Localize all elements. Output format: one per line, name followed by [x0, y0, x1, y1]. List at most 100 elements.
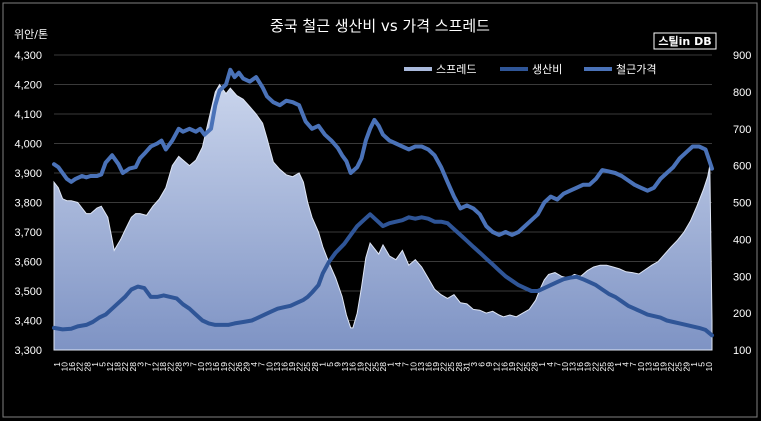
x-tick-label: 19	[431, 362, 441, 372]
right-axis-ticks: 100 200 300 400 500 600 700 800 900	[733, 50, 751, 357]
x-tick-label: 7	[257, 362, 267, 367]
x-tick-label: 29	[242, 362, 252, 372]
x-tick-label: 1	[386, 362, 396, 367]
x-tick-label: 1	[537, 362, 547, 367]
logo-text: 스틸in DB	[658, 35, 711, 48]
series-cost-line	[52, 212, 714, 338]
left-axis-ticks: 3,300 3,400 3,500 3,600 3,700 3,800 3,900 4,000…	[14, 50, 42, 357]
left-tick-label: 3,400	[14, 316, 42, 328]
right-tick-label: 500	[733, 198, 751, 210]
x-tick-label: 12	[105, 362, 115, 372]
logo-box	[653, 32, 717, 50]
x-tick-label: 25	[522, 362, 532, 372]
left-tick-label: 3,900	[14, 168, 42, 180]
x-tick-label: 1	[317, 362, 327, 367]
legend: 스프레드 생산비 철근가격	[404, 63, 656, 76]
x-tick-label: 9	[333, 362, 343, 367]
x-tick-label: 22	[514, 362, 524, 372]
x-tick-label: 31	[461, 362, 471, 372]
x-tick-label: 25	[598, 362, 608, 372]
legend-label-cost: 생산비	[532, 63, 562, 76]
series-spread-area	[53, 83, 713, 351]
right-tick-label: 900	[733, 50, 751, 62]
x-tick-label: 1	[689, 362, 699, 367]
x-tick-label: 19	[583, 362, 593, 372]
x-tick-label: 16	[211, 362, 221, 372]
x-axis-ticks: 1101622281512182228371218222837101316192…	[52, 362, 714, 372]
x-tick-label: 18	[158, 362, 168, 372]
x-tick-label: 28	[82, 362, 92, 372]
series-price-line	[52, 67, 714, 237]
x-tick-label: 28	[128, 362, 138, 372]
x-tick-label: 22	[363, 362, 373, 372]
x-tick-label: 28	[605, 362, 615, 372]
legend-label-price: 철근가격	[616, 63, 656, 76]
x-tick-label: 16	[651, 362, 661, 372]
x-tick-label: 18	[113, 362, 123, 372]
x-tick-label: 10	[704, 362, 714, 372]
right-tick-label: 800	[733, 87, 751, 99]
x-tick-label: 28	[378, 362, 388, 372]
x-tick-label: 16	[348, 362, 358, 372]
x-tick-label: 19	[659, 362, 669, 372]
x-tick-label: 28	[310, 362, 320, 372]
x-tick-label: 22	[590, 362, 600, 372]
x-tick-label: 3	[469, 362, 479, 367]
x-tick-label: 7	[188, 362, 198, 367]
x-tick-label: 7	[552, 362, 562, 367]
right-tick-label: 100	[733, 345, 751, 357]
left-tick-label: 3,300	[14, 345, 42, 357]
x-tick-label: 10	[560, 362, 570, 372]
chart-title: 중국 철근 생산비 vs 가격 스프레드	[270, 17, 490, 35]
x-tick-label: 19	[507, 362, 517, 372]
legend-label-spread: 스프레드	[436, 63, 476, 76]
x-tick-label: 28	[530, 362, 540, 372]
x-tick-label: 4	[621, 362, 631, 367]
left-tick-label: 3,500	[14, 286, 42, 298]
x-tick-label: 13	[568, 362, 578, 372]
x-tick-label: 22	[295, 362, 305, 372]
x-tick-label: 25	[674, 362, 684, 372]
left-axis-unit: 위안/톤	[14, 28, 48, 41]
x-tick-label: 13	[340, 362, 350, 372]
right-tick-label: 300	[733, 271, 751, 283]
x-tick-label: 28	[454, 362, 464, 372]
x-tick-label: 4	[545, 362, 555, 367]
x-tick-label: 7	[401, 362, 411, 367]
x-tick-label: 22	[666, 362, 676, 372]
x-tick-label: 5	[325, 362, 335, 367]
x-tick-label: 1	[90, 362, 100, 367]
x-tick-label: 22	[226, 362, 236, 372]
x-tick-label: 13	[272, 362, 282, 372]
left-tick-label: 4,000	[14, 139, 42, 151]
x-tick-label: 22	[439, 362, 449, 372]
left-tick-label: 4,100	[14, 109, 42, 121]
x-tick-label: 12	[151, 362, 161, 372]
x-tick-label: 29	[681, 362, 691, 372]
x-tick-label: 10	[196, 362, 206, 372]
x-tick-label: 16	[499, 362, 509, 372]
x-tick-label: 19	[287, 362, 297, 372]
x-tick-label: 10	[60, 362, 70, 372]
x-tick-label: 19	[355, 362, 365, 372]
x-tick-label: 6	[477, 362, 487, 367]
x-tick-label: 12	[492, 362, 502, 372]
x-tick-label: 10	[408, 362, 418, 372]
x-tick-label: 26	[234, 362, 244, 372]
right-tick-label: 400	[733, 234, 751, 246]
left-tick-label: 4,200	[14, 80, 42, 92]
x-tick-label: 9	[484, 362, 494, 367]
x-tick-label: 10	[264, 362, 274, 372]
x-tick-label: 25	[370, 362, 380, 372]
x-tick-label: 7	[628, 362, 638, 367]
x-tick-label: 22	[120, 362, 130, 372]
x-tick-label: 22	[75, 362, 85, 372]
left-tick-label: 3,700	[14, 227, 42, 239]
left-tick-label: 3,800	[14, 198, 42, 210]
x-tick-label: 16	[279, 362, 289, 372]
logo: 스틸in DB	[653, 32, 717, 50]
x-tick-label: 1	[613, 362, 623, 367]
